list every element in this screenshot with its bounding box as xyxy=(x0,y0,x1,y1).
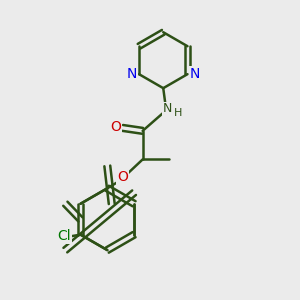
Text: N: N xyxy=(127,67,137,81)
Text: O: O xyxy=(110,120,121,134)
Text: Cl: Cl xyxy=(58,229,71,243)
Text: N: N xyxy=(163,102,172,115)
Text: O: O xyxy=(117,170,128,184)
Text: H: H xyxy=(174,108,183,118)
Text: N: N xyxy=(190,67,200,81)
